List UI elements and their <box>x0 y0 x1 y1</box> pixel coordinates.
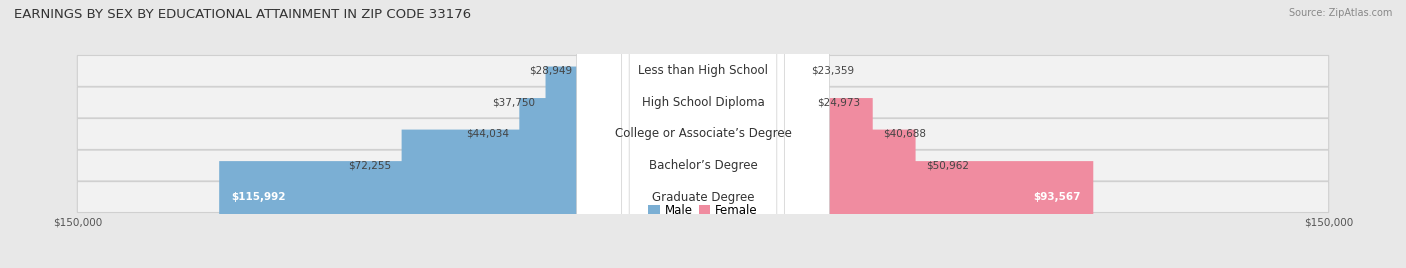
FancyBboxPatch shape <box>703 66 807 138</box>
Text: $50,962: $50,962 <box>927 161 969 170</box>
Text: $37,750: $37,750 <box>492 98 536 107</box>
FancyBboxPatch shape <box>77 182 1329 213</box>
Text: Bachelor’s Degree: Bachelor’s Degree <box>648 159 758 172</box>
FancyBboxPatch shape <box>402 130 703 202</box>
FancyBboxPatch shape <box>703 130 915 202</box>
Text: $115,992: $115,992 <box>232 192 287 202</box>
FancyBboxPatch shape <box>519 98 703 170</box>
Text: Less than High School: Less than High School <box>638 64 768 77</box>
FancyBboxPatch shape <box>703 161 1094 233</box>
Text: Source: ZipAtlas.com: Source: ZipAtlas.com <box>1288 8 1392 18</box>
Text: EARNINGS BY SEX BY EDUCATIONAL ATTAINMENT IN ZIP CODE 33176: EARNINGS BY SEX BY EDUCATIONAL ATTAINMEN… <box>14 8 471 21</box>
FancyBboxPatch shape <box>621 0 785 268</box>
FancyBboxPatch shape <box>546 66 703 138</box>
FancyBboxPatch shape <box>77 118 1329 150</box>
Text: $72,255: $72,255 <box>349 161 391 170</box>
FancyBboxPatch shape <box>703 35 800 107</box>
Text: $93,567: $93,567 <box>1033 192 1081 202</box>
FancyBboxPatch shape <box>77 150 1329 181</box>
FancyBboxPatch shape <box>614 0 792 268</box>
FancyBboxPatch shape <box>582 35 703 107</box>
Text: Graduate Degree: Graduate Degree <box>652 191 754 204</box>
FancyBboxPatch shape <box>606 0 800 268</box>
FancyBboxPatch shape <box>703 98 873 170</box>
Text: $40,688: $40,688 <box>883 129 927 139</box>
FancyBboxPatch shape <box>77 55 1329 86</box>
Text: $23,359: $23,359 <box>811 66 853 76</box>
Text: College or Associate’s Degree: College or Associate’s Degree <box>614 128 792 140</box>
Text: $24,973: $24,973 <box>818 98 860 107</box>
Text: $28,949: $28,949 <box>529 66 572 76</box>
FancyBboxPatch shape <box>219 161 703 233</box>
Legend: Male, Female: Male, Female <box>644 199 762 221</box>
FancyBboxPatch shape <box>628 0 778 268</box>
Text: High School Diploma: High School Diploma <box>641 96 765 109</box>
FancyBboxPatch shape <box>77 87 1329 118</box>
Text: $44,034: $44,034 <box>465 129 509 139</box>
FancyBboxPatch shape <box>576 0 830 268</box>
